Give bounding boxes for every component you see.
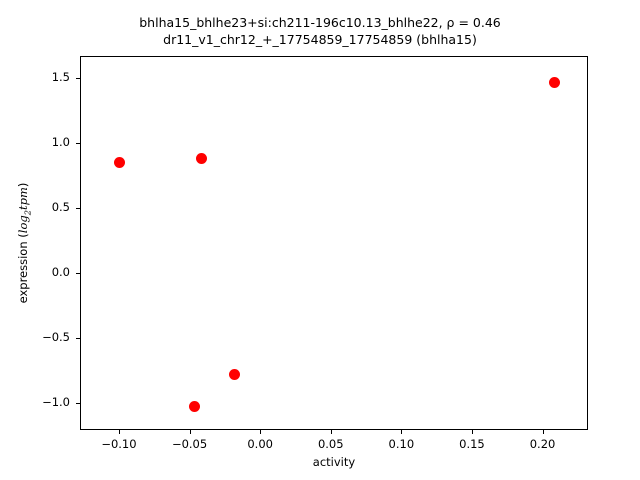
x-axis-tick-label: 0.20: [529, 437, 556, 451]
y-axis-label-suffix: ): [16, 182, 30, 188]
data-point: [189, 400, 201, 412]
plot-axes-frame: [80, 56, 588, 430]
x-axis-tick-label: 0.10: [388, 437, 415, 451]
x-axis-tick-label: 0.05: [317, 437, 344, 451]
y-axis-label-prefix: expression (: [16, 233, 30, 304]
chart-title-line1: bhlha15_bhlhe23+si:ch211-196c10.13_bhlhe…: [139, 15, 501, 30]
y-axis-label: expression (log2tpm): [16, 56, 32, 430]
plot-data-area: [81, 57, 587, 429]
y-axis-tick-label: 1.0: [51, 134, 70, 149]
y-axis-label-log: log: [16, 215, 30, 234]
x-axis-tick-mark: [401, 430, 403, 434]
x-axis-tick-mark: [118, 430, 121, 434]
x-axis-tick-mark: [471, 430, 474, 434]
y-axis-label-subscript: 2: [22, 209, 33, 216]
data-point: [228, 368, 240, 380]
y-axis-label-italic: log2tpm: [16, 187, 33, 234]
y-axis-tick-label: 0.0: [51, 264, 70, 279]
y-axis-tick-label: 0.5: [51, 199, 70, 214]
chart-title-line2: dr11_v1_chr12_+_17754859_17754859 (bhlha…: [163, 32, 477, 47]
y-axis-tick-mark: [76, 207, 80, 210]
y-axis-tick-mark: [76, 77, 80, 80]
x-axis-tick-mark: [189, 430, 191, 434]
y-axis-tick-label: −1.0: [42, 394, 70, 409]
y-axis-tick-label: −0.5: [42, 329, 70, 344]
x-axis-tick-label: 0.00: [247, 437, 273, 451]
x-axis-tick-label: −0.10: [101, 437, 137, 451]
x-axis-tick-label: −0.05: [171, 437, 208, 451]
x-axis-tick-mark: [542, 430, 544, 434]
y-axis-tick-mark: [76, 402, 80, 404]
x-axis-tick-mark: [260, 430, 262, 434]
data-point: [549, 76, 561, 88]
data-point: [114, 157, 126, 169]
x-axis-tick-mark: [330, 430, 332, 434]
chart-title: bhlha15_bhlhe23+si:ch211-196c10.13_bhlhe…: [0, 14, 640, 48]
data-point: [196, 152, 208, 164]
y-axis-tick-mark: [76, 272, 80, 274]
x-axis-label: activity: [312, 455, 356, 469]
y-axis-tick-label: 1.5: [51, 69, 70, 84]
x-axis-tick-label: 0.15: [459, 437, 485, 451]
y-axis-label-tpm: tpm: [16, 187, 30, 210]
y-axis-tick-mark: [76, 337, 80, 339]
y-axis-tick-mark: [76, 142, 80, 145]
